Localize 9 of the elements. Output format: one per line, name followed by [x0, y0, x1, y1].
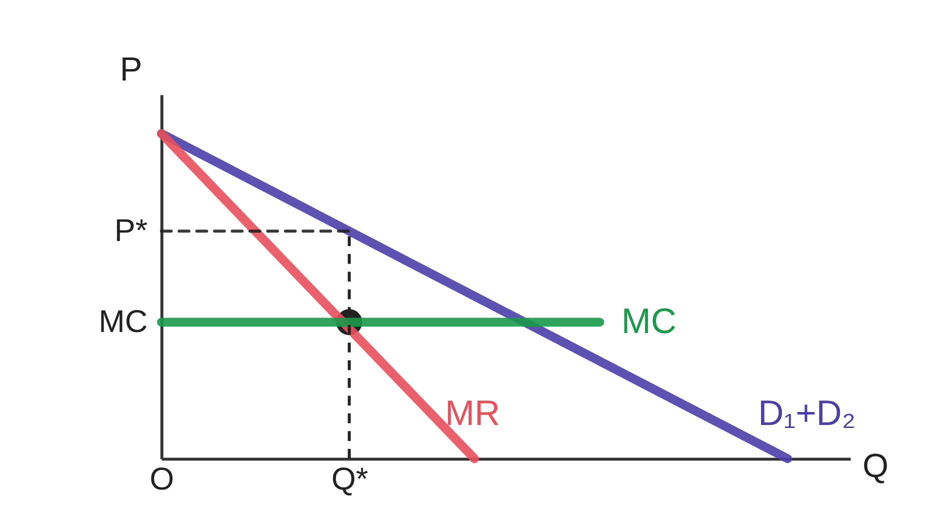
x-tick-label: O	[150, 460, 174, 497]
annotation: MC	[621, 300, 676, 341]
x-tick-label: Q*	[331, 460, 368, 497]
x-axis-title: Q	[862, 448, 889, 485]
annotation: MC	[98, 302, 148, 339]
y-axis-title: P	[120, 51, 142, 88]
series-label: MR	[444, 393, 500, 434]
annotation: P*	[114, 212, 148, 248]
series-label: D₁+D₂	[758, 393, 856, 434]
